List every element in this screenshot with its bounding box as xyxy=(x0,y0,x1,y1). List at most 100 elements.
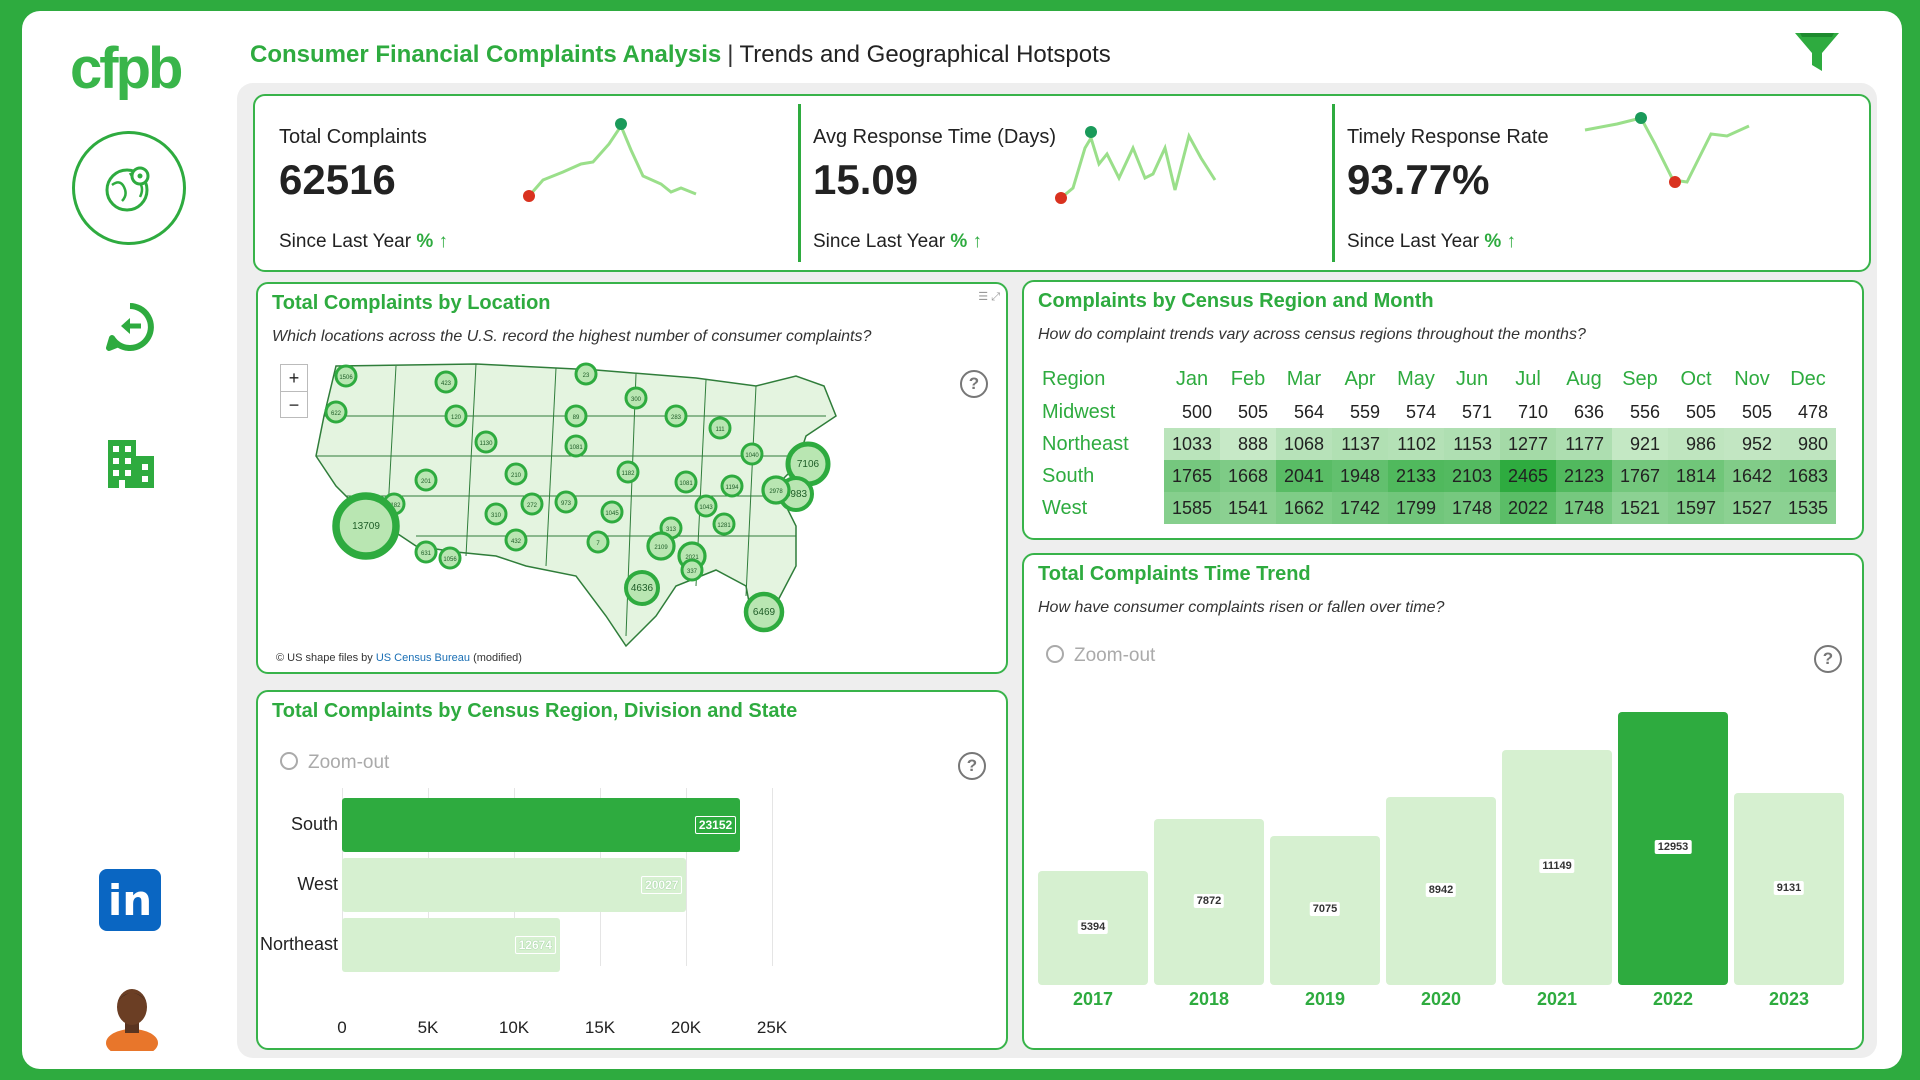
location-bubble[interactable] xyxy=(708,416,732,440)
heatmap-cell[interactable]: 1521 xyxy=(1612,492,1668,524)
year-bar[interactable]: 8942 xyxy=(1386,796,1496,985)
heatmap-cell[interactable]: 2123 xyxy=(1556,460,1612,492)
location-bubble[interactable] xyxy=(600,500,624,524)
heatmap-cell[interactable]: 500 xyxy=(1164,396,1220,428)
heatmap-cell[interactable]: 556 xyxy=(1612,396,1668,428)
heatmap-cell[interactable]: 2133 xyxy=(1388,460,1444,492)
map-page-button[interactable] xyxy=(72,131,186,245)
location-bubble[interactable] xyxy=(520,492,544,516)
heatmap-cell[interactable]: 1177 xyxy=(1556,428,1612,460)
heatmap-cell[interactable]: 505 xyxy=(1724,396,1780,428)
heatmap-cell[interactable]: 1948 xyxy=(1332,460,1388,492)
heatmap-cell[interactable]: 1585 xyxy=(1164,492,1220,524)
heatmap-cell[interactable]: 2041 xyxy=(1276,460,1332,492)
heatmap-cell[interactable]: 1527 xyxy=(1724,492,1780,524)
zoom-in-button[interactable]: + xyxy=(288,368,300,388)
zoom-out-button[interactable]: Zoom-out xyxy=(1046,643,1155,667)
heatmap-cell[interactable]: 1597 xyxy=(1668,492,1724,524)
region-bar[interactable]: 23152 xyxy=(342,798,741,852)
year-bar[interactable]: 11149 xyxy=(1502,750,1612,985)
heatmap-cell[interactable]: 1765 xyxy=(1164,460,1220,492)
heatmap-cell[interactable]: 2465 xyxy=(1500,460,1556,492)
location-bubble[interactable] xyxy=(414,468,438,492)
location-bubble[interactable] xyxy=(438,546,462,570)
heatmap-cell[interactable]: 505 xyxy=(1220,396,1276,428)
heatmap-cell[interactable]: 1748 xyxy=(1444,492,1500,524)
heatmap-cell[interactable]: 1541 xyxy=(1220,492,1276,524)
heatmap-cell[interactable]: 1767 xyxy=(1612,460,1668,492)
location-bubble[interactable] xyxy=(624,386,648,410)
location-bubble[interactable] xyxy=(484,502,508,526)
heatmap-cell[interactable]: 1799 xyxy=(1388,492,1444,524)
year-bar[interactable]: 7872 xyxy=(1154,819,1264,985)
location-bubble[interactable] xyxy=(674,470,698,494)
location-bubble[interactable] xyxy=(334,364,358,388)
location-bubble[interactable] xyxy=(574,362,598,386)
heatmap-cell[interactable]: 986 xyxy=(1668,428,1724,460)
heatmap-cell[interactable]: 505 xyxy=(1668,396,1724,428)
heatmap-cell[interactable]: 1683 xyxy=(1780,460,1836,492)
year-bar[interactable]: 5394 xyxy=(1038,871,1148,985)
avatar[interactable] xyxy=(104,981,160,1051)
heatmap-cell[interactable]: 1102 xyxy=(1388,428,1444,460)
heatmap-cell[interactable]: 1153 xyxy=(1444,428,1500,460)
heatmap-cell[interactable]: 1535 xyxy=(1780,492,1836,524)
location-bubble[interactable] xyxy=(720,474,744,498)
location-bubble[interactable] xyxy=(332,492,400,560)
location-bubble[interactable] xyxy=(664,404,688,428)
location-bubble[interactable] xyxy=(646,531,676,561)
location-bubble[interactable] xyxy=(434,370,458,394)
heatmap-cell[interactable]: 1748 xyxy=(1556,492,1612,524)
location-bubble[interactable] xyxy=(712,512,736,536)
location-bubble[interactable] xyxy=(761,475,791,505)
refresh-button[interactable] xyxy=(102,299,158,355)
help-icon[interactable]: ? xyxy=(958,752,986,780)
year-bar[interactable]: 9131 xyxy=(1734,792,1844,985)
location-bubble[interactable] xyxy=(694,494,718,518)
heatmap-cell[interactable]: 1668 xyxy=(1220,460,1276,492)
zoom-out-button[interactable]: Zoom-out xyxy=(280,750,389,774)
heatmap-cell[interactable]: 636 xyxy=(1556,396,1612,428)
heatmap-cell[interactable]: 1277 xyxy=(1500,428,1556,460)
heatmap-cell[interactable]: 921 xyxy=(1612,428,1668,460)
region-bar[interactable]: 20027 xyxy=(342,858,687,912)
location-bubble[interactable] xyxy=(740,442,764,466)
year-bar[interactable]: 7075 xyxy=(1270,835,1380,985)
heatmap-cell[interactable]: 1814 xyxy=(1668,460,1724,492)
heatmap-cell[interactable]: 571 xyxy=(1444,396,1500,428)
location-bubble[interactable] xyxy=(474,430,498,454)
visual-header-icons[interactable]: ☰ ⤢ xyxy=(978,291,1000,303)
location-bubble[interactable] xyxy=(414,540,438,564)
buildings-page-button[interactable] xyxy=(102,436,158,492)
heatmap-cell[interactable]: 2103 xyxy=(1444,460,1500,492)
census-link[interactable]: US Census Bureau xyxy=(375,652,470,664)
heatmap-cell[interactable]: 559 xyxy=(1332,396,1388,428)
heatmap-cell[interactable]: 1662 xyxy=(1276,492,1332,524)
heatmap-cell[interactable]: 1033 xyxy=(1164,428,1220,460)
heatmap-cell[interactable]: 564 xyxy=(1276,396,1332,428)
location-bubble[interactable] xyxy=(586,530,610,554)
filter-icon[interactable] xyxy=(1792,29,1842,77)
location-bubble[interactable] xyxy=(616,460,640,484)
heatmap-cell[interactable]: 888 xyxy=(1220,428,1276,460)
location-bubble[interactable] xyxy=(564,434,588,458)
heatmap-cell[interactable]: 1137 xyxy=(1332,428,1388,460)
heatmap-cell[interactable]: 478 xyxy=(1780,396,1836,428)
heatmap-cell[interactable]: 1642 xyxy=(1724,460,1780,492)
location-bubble[interactable] xyxy=(324,400,348,424)
heatmap-cell[interactable]: 1742 xyxy=(1332,492,1388,524)
location-bubble[interactable] xyxy=(743,591,785,633)
heatmap-cell[interactable]: 2022 xyxy=(1500,492,1556,524)
heatmap-cell[interactable]: 574 xyxy=(1388,396,1444,428)
location-bubble[interactable] xyxy=(504,462,528,486)
heatmap-cell[interactable]: 1068 xyxy=(1276,428,1332,460)
heatmap-cell[interactable]: 710 xyxy=(1500,396,1556,428)
help-icon[interactable]: ? xyxy=(960,370,988,398)
location-bubble[interactable] xyxy=(680,558,704,582)
help-icon[interactable]: ? xyxy=(1814,645,1842,673)
region-bar[interactable]: 12674 xyxy=(342,918,560,972)
year-bar[interactable]: 12953 xyxy=(1618,711,1728,985)
location-bubble[interactable] xyxy=(444,404,468,428)
linkedin-icon[interactable]: in xyxy=(99,869,161,931)
us-map[interactable]: 1506 423 23 622 120 89 300 283 111 1130 1081 7106 21… xyxy=(276,356,992,656)
